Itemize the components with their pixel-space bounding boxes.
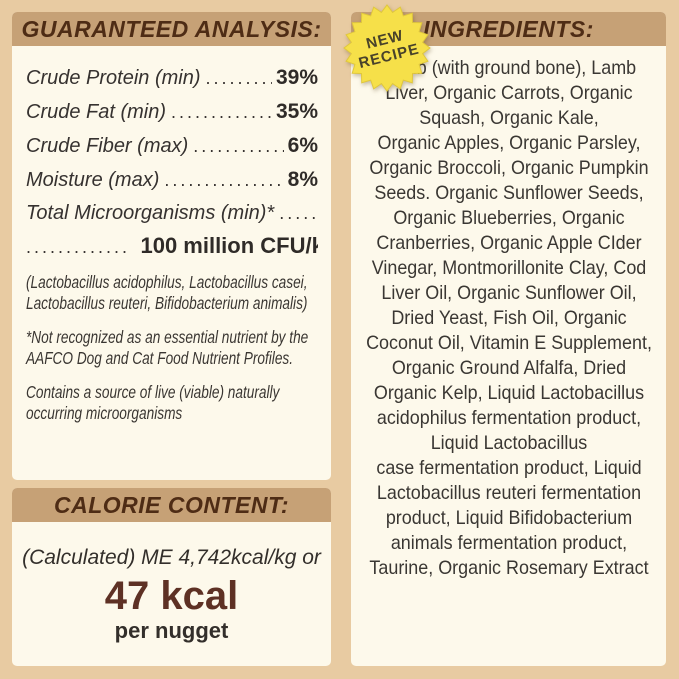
row-label: Crude Protein (min) <box>26 67 201 89</box>
new-recipe-badge: NEW RECIPE <box>343 4 431 92</box>
analysis-row-crude-fiber: Crude Fiber (max) ............... 6% <box>26 134 318 158</box>
ingredients-title: INGREDIENTS: <box>423 15 594 42</box>
analysis-row-crude-protein: Crude Protein (min) ............. 39% <box>26 66 318 90</box>
row-value: 35% <box>275 100 318 123</box>
calorie-content-title: CALORIE CONTENT: <box>53 491 289 518</box>
row-label: Crude Fiber (max) <box>26 135 189 157</box>
dot-leader: ............. <box>205 68 272 88</box>
ingredients-list: Lamb (with ground bone), Lamb Liver, Org… <box>365 57 652 579</box>
dot-leader: .................... <box>171 102 272 122</box>
kcal-value: 47 kcal <box>104 574 239 618</box>
analysis-row-moisture: Moisture (max) .................. 8% <box>26 168 318 192</box>
microorganisms-value: 100 million CFU/kg <box>140 233 318 258</box>
dot-leader: ............. <box>26 237 131 257</box>
row-value: 8% <box>287 168 318 191</box>
guaranteed-analysis-panel: GUARANTEED ANALYSIS: Crude Protein (min)… <box>12 12 331 480</box>
calculated-me-line: (Calculated) ME 4,742kcal/kg or <box>22 546 321 569</box>
analysis-row-total-microorganisms: Total Microorganisms (min)* .......... <box>26 202 318 225</box>
starburst-icon <box>343 4 431 92</box>
row-label: Moisture (max) <box>26 169 160 191</box>
aafco-footnote: *Not recognized as an essential nutrient… <box>26 327 309 368</box>
probiotic-species-note: (Lactobacillus acidophilus, Lactobacillu… <box>26 272 308 313</box>
row-label: Crude Fat (min) <box>26 101 167 123</box>
new-recipe-badge-shape <box>343 4 431 92</box>
dot-leader: .................. <box>164 170 284 190</box>
kcal-unit: per nugget <box>114 618 229 643</box>
row-label: Total Microorganisms (min)* <box>26 202 275 224</box>
calorie-content-body: (Calculated) ME 4,742kcal/kg or 47 kcal … <box>12 522 331 644</box>
live-microorganisms-note: Contains a source of live (viable) natur… <box>26 382 280 423</box>
guaranteed-analysis-body: Crude Protein (min) ............. 39% Cr… <box>26 46 318 424</box>
microorganisms-value-line: ............. 100 million CFU/kg <box>26 233 318 259</box>
row-value: 6% <box>287 134 318 157</box>
guaranteed-analysis-header: GUARANTEED ANALYSIS: <box>12 12 331 46</box>
ingredients-panel: NEW RECIPE INGREDIENTS: Lamb (with groun… <box>343 4 666 666</box>
guaranteed-analysis-title: GUARANTEED ANALYSIS: <box>21 15 322 42</box>
dot-leader: ............... <box>193 136 283 156</box>
dot-leader: .......... <box>279 203 318 223</box>
analysis-row-crude-fat: Crude Fat (min) .................... 35% <box>26 100 318 124</box>
calorie-content-header: CALORIE CONTENT: <box>12 488 331 522</box>
calorie-content-panel: CALORIE CONTENT: (Calculated) ME 4,742kc… <box>12 488 331 666</box>
row-value: 39% <box>275 66 318 89</box>
